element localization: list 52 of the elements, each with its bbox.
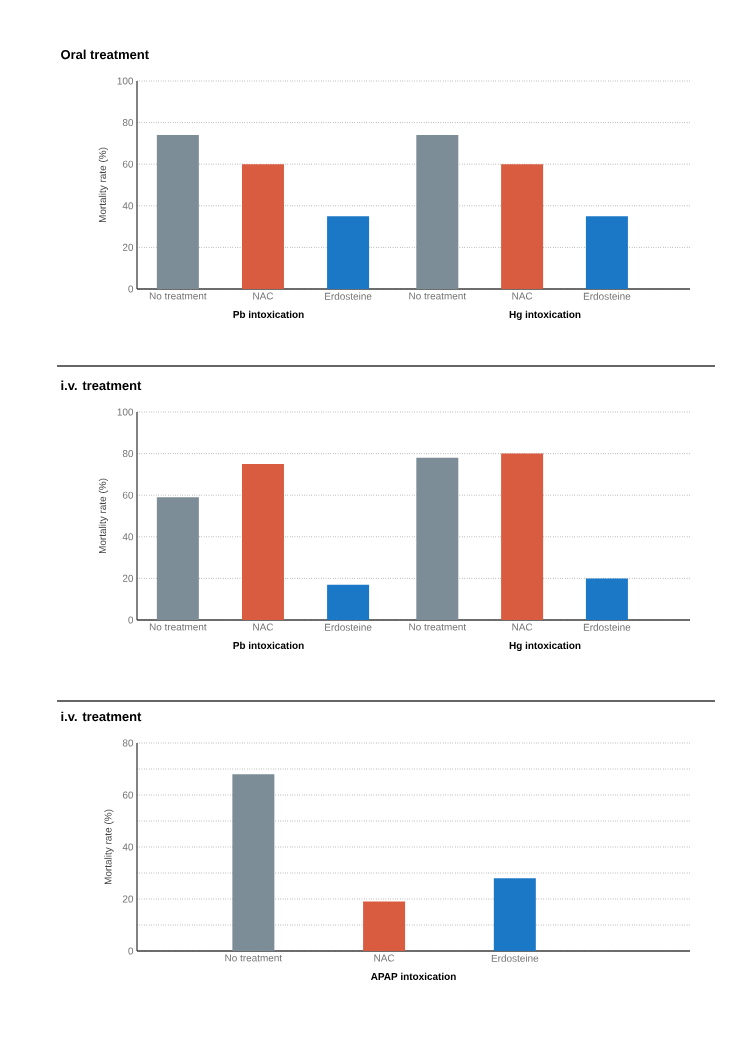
bar bbox=[232, 774, 275, 951]
x-tick-label: Erdosteine bbox=[583, 292, 631, 300]
x-tick-label: NAC bbox=[512, 292, 533, 300]
bar bbox=[327, 216, 370, 289]
x-tick-label: No treatment bbox=[409, 623, 467, 631]
y-tick-label: 60 bbox=[122, 791, 134, 799]
x-axis-title: Hg intoxication bbox=[509, 641, 581, 651]
chart-title: i.v. treatment bbox=[61, 711, 142, 722]
bar bbox=[156, 135, 199, 289]
bar bbox=[241, 164, 284, 289]
x-tick-label: NAC bbox=[374, 954, 395, 962]
y-tick-label: 60 bbox=[122, 160, 134, 168]
chart-title: Oral treatment bbox=[61, 49, 149, 60]
y-axis-title: Mortality rate (%) bbox=[98, 478, 109, 554]
x-axis-title: Pb intoxication bbox=[233, 641, 304, 649]
x-tick-label: NAC bbox=[253, 292, 274, 300]
x-tick-label: No treatment bbox=[225, 954, 283, 962]
y-tick-label: 80 bbox=[122, 450, 134, 458]
y-axis-title: Mortality rate (%) bbox=[104, 809, 114, 885]
bar bbox=[363, 901, 406, 951]
bar bbox=[156, 497, 199, 620]
y-tick-label: 20 bbox=[122, 243, 134, 251]
y-tick-label: 80 bbox=[122, 119, 134, 127]
x-axis-title: APAP intoxication bbox=[370, 972, 456, 980]
y-tick-label: 0 bbox=[128, 947, 134, 955]
y-tick-label: 80 bbox=[122, 739, 134, 747]
y-axis-title: Mortality rate (%) bbox=[98, 147, 109, 223]
x-axis-title: Pb intoxication bbox=[233, 310, 304, 318]
bar bbox=[241, 463, 284, 620]
y-tick-label: 60 bbox=[122, 491, 134, 499]
x-tick-label: No treatment bbox=[149, 292, 207, 300]
y-tick-label: 100 bbox=[117, 77, 134, 85]
x-tick-label: Erdosteine bbox=[325, 623, 372, 631]
y-tick-label: 0 bbox=[128, 285, 134, 293]
chart-title: i.v. treatment bbox=[61, 380, 142, 391]
y-tick-label: 40 bbox=[122, 202, 134, 210]
y-tick-label: 100 bbox=[117, 408, 134, 416]
x-tick-label: NAC bbox=[512, 623, 533, 631]
y-tick-label: 40 bbox=[122, 533, 134, 541]
x-tick-label: NAC bbox=[253, 623, 274, 631]
y-tick-label: 0 bbox=[128, 616, 134, 624]
y-tick-label: 20 bbox=[122, 574, 134, 582]
y-tick-label: 40 bbox=[122, 843, 134, 851]
x-tick-label: Erdosteine bbox=[583, 623, 631, 631]
x-tick-label: Erdosteine bbox=[491, 954, 539, 962]
x-tick-label: No treatment bbox=[149, 623, 207, 631]
y-tick-label: 20 bbox=[122, 895, 134, 903]
bar bbox=[493, 878, 536, 951]
x-tick-label: Erdosteine bbox=[325, 292, 372, 300]
x-tick-label: No treatment bbox=[409, 292, 467, 300]
x-axis-title: Hg intoxication bbox=[509, 310, 581, 320]
bar bbox=[327, 584, 370, 620]
